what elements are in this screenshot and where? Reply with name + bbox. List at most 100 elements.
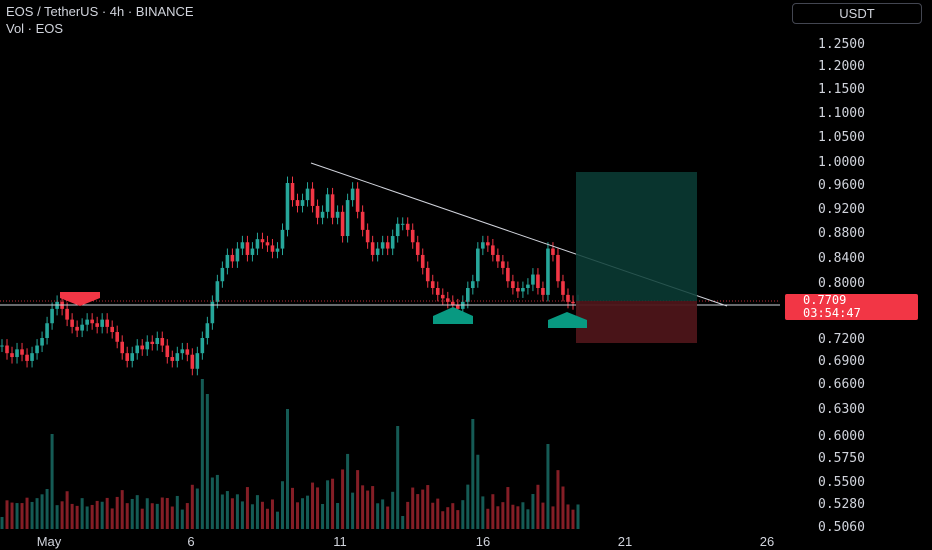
candle-body [526, 284, 530, 289]
volume-bar [260, 501, 264, 529]
candle-body [410, 229, 415, 243]
volume-bar [225, 491, 229, 529]
volume-bar [110, 508, 114, 529]
up-arrow-marker-1[interactable] [433, 307, 473, 324]
volume-bar [316, 487, 320, 529]
volume-bar [501, 502, 505, 529]
price-tick-label: 0.8800 [818, 226, 865, 241]
volume-bar [40, 494, 44, 529]
volume-bar [20, 503, 24, 529]
candle-body [125, 353, 130, 361]
candle-body [506, 267, 510, 282]
volume-bar [381, 499, 385, 529]
volume-bar [511, 504, 515, 529]
volume-bar [220, 494, 224, 529]
volume-bar [230, 498, 234, 529]
currency-button[interactable]: USDT [792, 3, 922, 24]
volume-bar [491, 494, 495, 529]
volume-bar [250, 504, 254, 529]
volume-bar [275, 511, 279, 529]
candle-body [561, 281, 565, 295]
up-arrow-marker-2[interactable] [548, 312, 587, 328]
candle-body [270, 245, 275, 252]
volume-bar [50, 434, 54, 529]
candle-body [355, 188, 360, 212]
time-tick-label: 11 [333, 534, 347, 549]
price-tick-label: 1.1000 [818, 106, 865, 121]
volume-bar [140, 508, 144, 529]
volume-bar [336, 503, 340, 529]
candle-body [115, 332, 119, 342]
time-tick-label: 16 [476, 534, 490, 549]
candle-body [210, 301, 215, 324]
position-target-zone[interactable] [576, 172, 697, 301]
candle-body [15, 349, 19, 358]
volume-bar [421, 489, 425, 529]
current-price-label: 0.7709 03:54:47 [785, 294, 918, 320]
volume-bar [105, 497, 109, 529]
candle-body [556, 254, 560, 282]
candle-body [255, 239, 260, 249]
candle-body [70, 319, 74, 327]
volume-bar [386, 506, 390, 529]
volume-bar [85, 506, 89, 529]
volume-bar [361, 485, 365, 529]
volume-bar [401, 516, 405, 529]
candle-body [496, 254, 500, 262]
candle-body [265, 242, 270, 246]
volume-bar [451, 503, 455, 529]
candle-body [295, 200, 300, 206]
volume-bar [301, 498, 305, 529]
volume-title[interactable]: Vol · EOS [6, 21, 64, 36]
volume-bar [396, 426, 400, 529]
volume-bar [265, 508, 269, 529]
candle-body [430, 281, 435, 289]
volume-bar [356, 470, 360, 529]
volume-bar [446, 507, 450, 529]
candle-body [325, 194, 330, 212]
candle-body [170, 357, 175, 361]
time-tick-label: May [37, 534, 62, 549]
volume-bar [521, 502, 525, 529]
candle-body [400, 223, 405, 225]
candle-body [120, 341, 125, 354]
bar-countdown: 03:54:47 [803, 306, 861, 320]
volume-bar [150, 503, 154, 529]
candle-body [25, 354, 29, 361]
candle-body [215, 281, 220, 302]
volume-bar [351, 492, 355, 529]
candle-body [445, 298, 450, 302]
volume-bar [571, 509, 575, 529]
volume-bar [576, 504, 580, 529]
volume-bar [95, 500, 99, 529]
candle-body [280, 229, 285, 249]
candle-body [345, 200, 350, 237]
volume-bar [15, 503, 19, 529]
candle-body [30, 353, 34, 361]
down-arrow-marker[interactable] [60, 292, 100, 306]
volume-bar [506, 487, 510, 529]
volume-bar [165, 497, 169, 529]
candle-body [435, 288, 440, 295]
price-tick-label: 1.0000 [818, 155, 865, 170]
symbol-title[interactable]: EOS / TetherUS · 4h · BINANCE [6, 4, 194, 19]
position-stop-zone[interactable] [576, 301, 697, 343]
candle-body [95, 323, 99, 327]
candle-body [486, 242, 490, 246]
candle-body [511, 281, 515, 289]
candle-body [491, 245, 495, 255]
volume-bar [371, 486, 375, 529]
volume-bar [536, 484, 540, 529]
candle-body [450, 301, 455, 306]
volume-bar [461, 500, 465, 529]
volume-bar [200, 379, 204, 529]
volume-bar [556, 470, 560, 529]
volume-bar [155, 503, 159, 529]
volume-bar [130, 498, 134, 529]
volume-bar [5, 500, 9, 529]
candle-body [250, 248, 255, 255]
volume-bar [476, 454, 480, 529]
candle-body [245, 242, 250, 255]
candle-body [566, 294, 570, 302]
